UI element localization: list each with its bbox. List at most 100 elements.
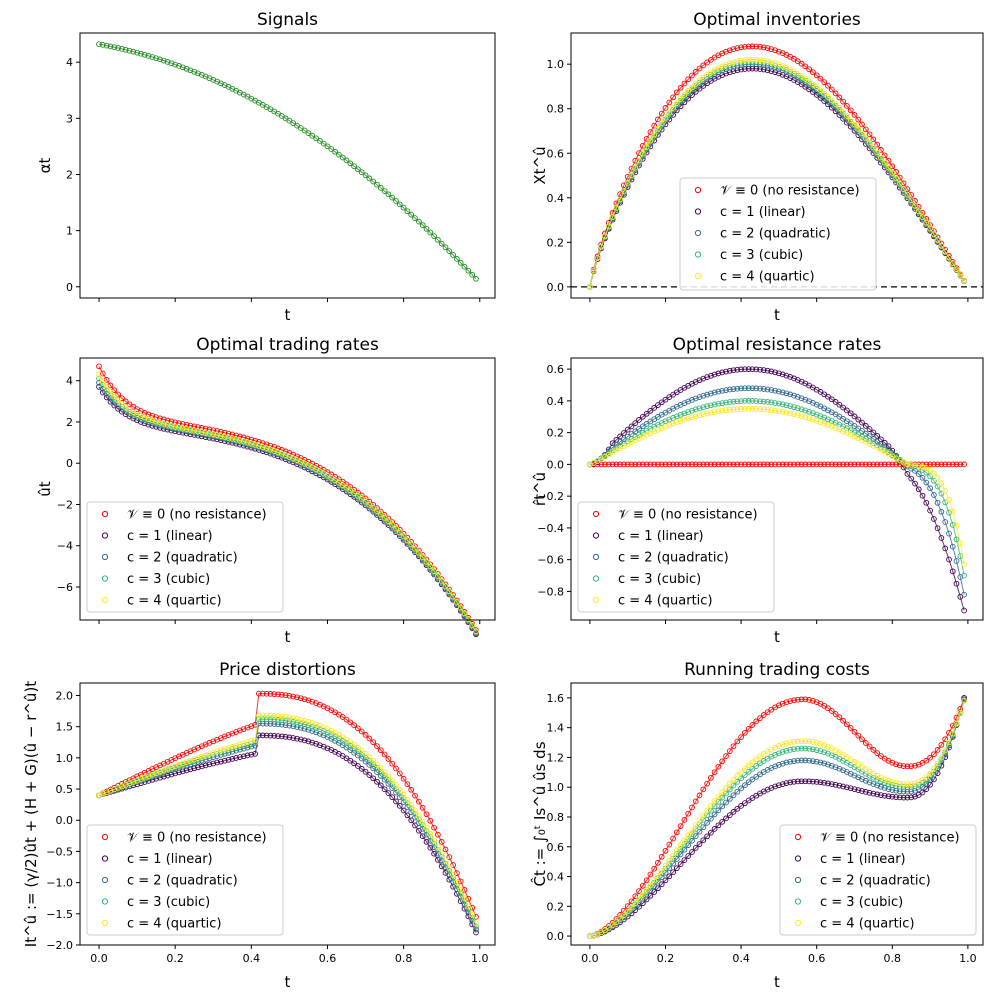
data-point: [942, 461, 949, 468]
data-point: [776, 750, 782, 757]
data-point: [692, 69, 699, 75]
data-point: [757, 753, 763, 760]
data-point: [885, 777, 892, 784]
data-point: [377, 747, 384, 754]
data-point: [802, 745, 809, 752]
data-point: [874, 432, 881, 439]
legend-label: c = 2 (quadratic): [618, 551, 729, 566]
data-point: [423, 839, 430, 845]
data-point: [749, 43, 756, 50]
data-point: [957, 709, 964, 716]
data-point: [636, 157, 642, 164]
legend-label: c = 1 (linear): [127, 529, 213, 544]
data-point: [658, 867, 665, 874]
legend-label: c = 4 (quartic): [820, 917, 915, 932]
data-point: [343, 736, 350, 743]
data-point: [934, 237, 941, 243]
data-point: [810, 739, 816, 745]
data-point: [753, 461, 760, 468]
data-point: [290, 723, 297, 730]
data-point: [370, 761, 377, 768]
data-point: [355, 752, 361, 759]
data-point: [290, 120, 297, 126]
data-point: [617, 439, 623, 445]
data-point: [130, 48, 137, 55]
data-point: [908, 461, 915, 468]
data-point: [711, 409, 718, 415]
data-point: [651, 122, 658, 129]
data-point: [942, 747, 949, 754]
data-point: [400, 807, 407, 814]
data-point: [141, 51, 148, 58]
data-point: [855, 787, 862, 793]
data-point: [844, 407, 850, 414]
data-point: [878, 753, 884, 759]
data-point: [791, 697, 797, 704]
data-point: [643, 887, 650, 893]
data-point: [896, 762, 903, 769]
data-point: [301, 127, 308, 134]
data-point: [389, 194, 396, 201]
data-point: [301, 696, 308, 703]
data-point: [187, 757, 194, 764]
data-point: [738, 775, 744, 782]
data-point: [934, 747, 941, 753]
data-point: [764, 386, 771, 393]
data-point: [825, 82, 831, 89]
data-point: [103, 384, 110, 390]
data-point: [942, 499, 949, 506]
data-point: [164, 422, 171, 428]
data-point: [605, 924, 612, 931]
x-tick-label: 0.2: [657, 952, 675, 965]
data-point: [613, 461, 620, 468]
data-point: [734, 398, 741, 405]
data-point: [681, 461, 688, 468]
data-point: [881, 776, 888, 783]
y-tick-label: 0.0: [547, 458, 565, 471]
data-point: [602, 927, 608, 934]
data-point: [658, 399, 665, 406]
data-point: [271, 713, 278, 719]
data-point: [662, 461, 669, 468]
data-point: [134, 49, 140, 56]
data-point: [336, 479, 342, 486]
data-point: [745, 768, 752, 775]
data-point: [802, 396, 809, 403]
data-point: [122, 404, 129, 410]
data-point: [708, 390, 714, 397]
data-point: [666, 99, 673, 106]
legend-box: [86, 501, 284, 613]
data-point: [404, 812, 411, 819]
data-point: [438, 863, 445, 870]
data-point: [961, 591, 967, 598]
data-point: [923, 499, 930, 506]
data-point: [141, 774, 148, 781]
data-point: [783, 402, 790, 409]
data-point: [772, 69, 778, 75]
data-point: [332, 148, 338, 155]
data-point: [844, 113, 850, 119]
data-point: [252, 737, 258, 743]
panel-4: Optimal resistance rates t r̂t^û −0.8 −0.6 −0…: [531, 335, 984, 646]
data-point: [764, 786, 771, 793]
data-point: [828, 97, 835, 104]
data-point: [931, 516, 937, 522]
data-point: [851, 121, 858, 128]
legend-marker: [101, 510, 109, 518]
data-point: [931, 477, 937, 484]
data-point: [832, 764, 839, 771]
y-tick-label: 0.8: [547, 811, 565, 824]
data-point: [908, 794, 915, 801]
data-point: [783, 780, 790, 786]
data-point: [290, 719, 297, 725]
data-point: [450, 252, 456, 258]
x-tick-label: 0.4: [732, 952, 750, 965]
data-point: [179, 425, 186, 432]
data-point: [927, 467, 933, 474]
data-point: [271, 716, 278, 723]
data-point: [160, 421, 167, 427]
data-point: [419, 222, 426, 229]
data-point: [931, 461, 937, 468]
data-point: [949, 730, 956, 737]
data-point: [723, 399, 729, 406]
